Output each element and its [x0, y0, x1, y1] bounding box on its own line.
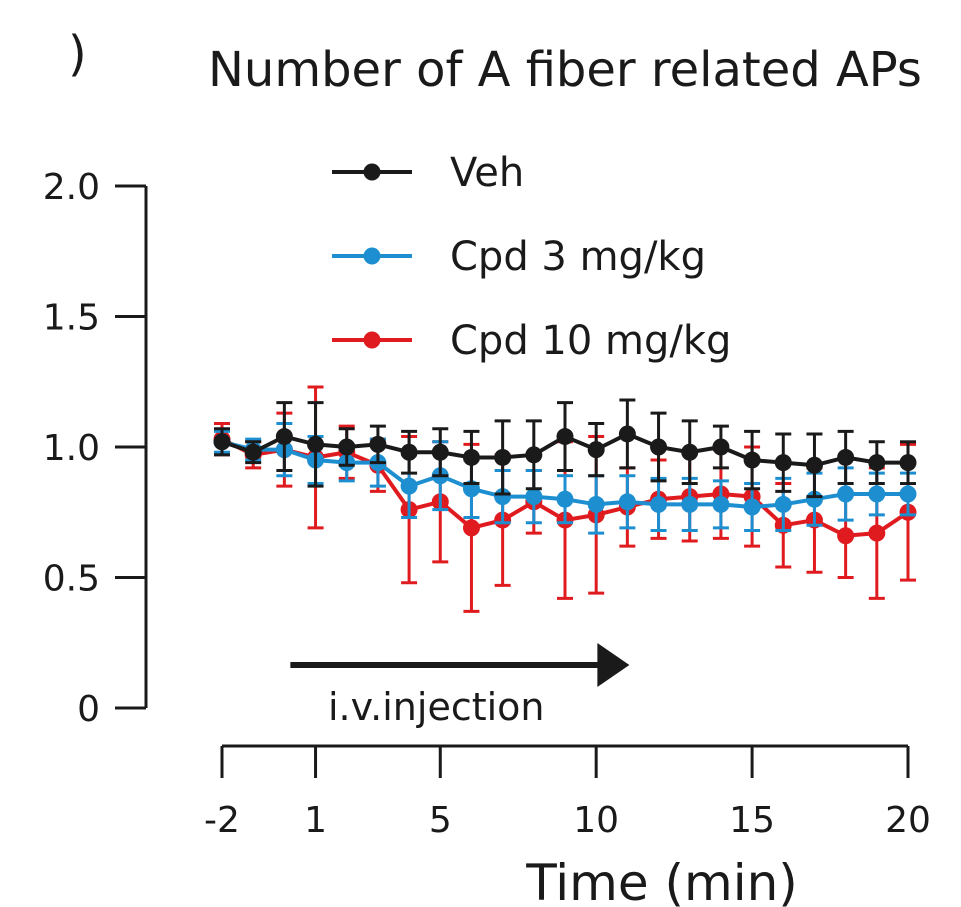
data-point: [899, 485, 917, 503]
data-point: [805, 456, 823, 474]
data-point: [868, 485, 886, 503]
injection-label: i.v.injection: [328, 685, 545, 729]
legend-label: Cpd 10 mg/kg: [450, 318, 731, 364]
data-point: [774, 454, 792, 472]
data-point: [556, 428, 574, 446]
data-point: [494, 448, 512, 466]
data-point: [618, 493, 636, 511]
plot-series: [213, 385, 917, 613]
y-tick-label: 0.5: [43, 559, 100, 600]
y-tick-label: 1.5: [43, 298, 100, 339]
x-tick-label: 15: [729, 800, 775, 841]
legend-label: Veh: [450, 150, 524, 196]
data-point: [743, 451, 761, 469]
legend-marker: [363, 163, 381, 181]
x-tick-label: 10: [573, 800, 619, 841]
y-tick-label: 1.0: [43, 428, 100, 469]
injection-annotation: i.v.injection: [290, 643, 630, 729]
legend-marker: [363, 331, 381, 349]
data-point: [275, 428, 293, 446]
data-point: [587, 495, 605, 513]
y-axis: 0 0.5 1.0 1.5 2.0: [43, 167, 148, 730]
data-point: [338, 438, 356, 456]
x-tick-label: 20: [885, 800, 931, 841]
data-point: [837, 448, 855, 466]
data-point: [400, 477, 418, 495]
legend-marker: [363, 247, 381, 265]
data-point: [899, 454, 917, 472]
x-axis-label: Time (min): [525, 854, 798, 907]
data-point: [587, 441, 605, 459]
y-tick-label: 2.0: [43, 167, 100, 208]
data-point: [712, 495, 730, 513]
legend: Veh Cpd 3 mg/kg Cpd 10 mg/kg: [332, 150, 731, 364]
data-point: [556, 490, 574, 508]
panel-label: ): [68, 26, 87, 82]
x-tick-label: -2: [204, 800, 240, 841]
data-point: [369, 435, 387, 453]
series-veh: [213, 398, 917, 499]
data-point: [244, 443, 262, 461]
data-point: [868, 454, 886, 472]
data-point: [213, 433, 231, 451]
data-point: [681, 495, 699, 513]
data-point: [650, 495, 668, 513]
data-point: [525, 488, 543, 506]
data-point: [400, 443, 418, 461]
injection-arrow-head: [597, 643, 630, 687]
data-point: [837, 485, 855, 503]
x-axis: -2 1 5 10 15 20: [204, 744, 931, 841]
y-tick-label: 0: [77, 689, 100, 730]
data-point: [462, 448, 480, 466]
data-point: [837, 527, 855, 545]
data-point: [307, 435, 325, 453]
data-point: [712, 438, 730, 456]
x-tick-label: 1: [304, 800, 327, 841]
data-point: [431, 443, 449, 461]
data-point: [462, 519, 480, 537]
data-point: [650, 438, 668, 456]
data-point: [868, 524, 886, 542]
data-point: [774, 495, 792, 513]
data-point: [618, 425, 636, 443]
legend-label: Cpd 3 mg/kg: [450, 234, 706, 280]
data-point: [743, 498, 761, 516]
x-tick-label: 5: [429, 800, 452, 841]
data-point: [805, 490, 823, 508]
data-point: [681, 443, 699, 461]
data-point: [525, 446, 543, 464]
data-point: [494, 488, 512, 506]
chart-title: Number of A fiber related APs: [208, 42, 922, 98]
